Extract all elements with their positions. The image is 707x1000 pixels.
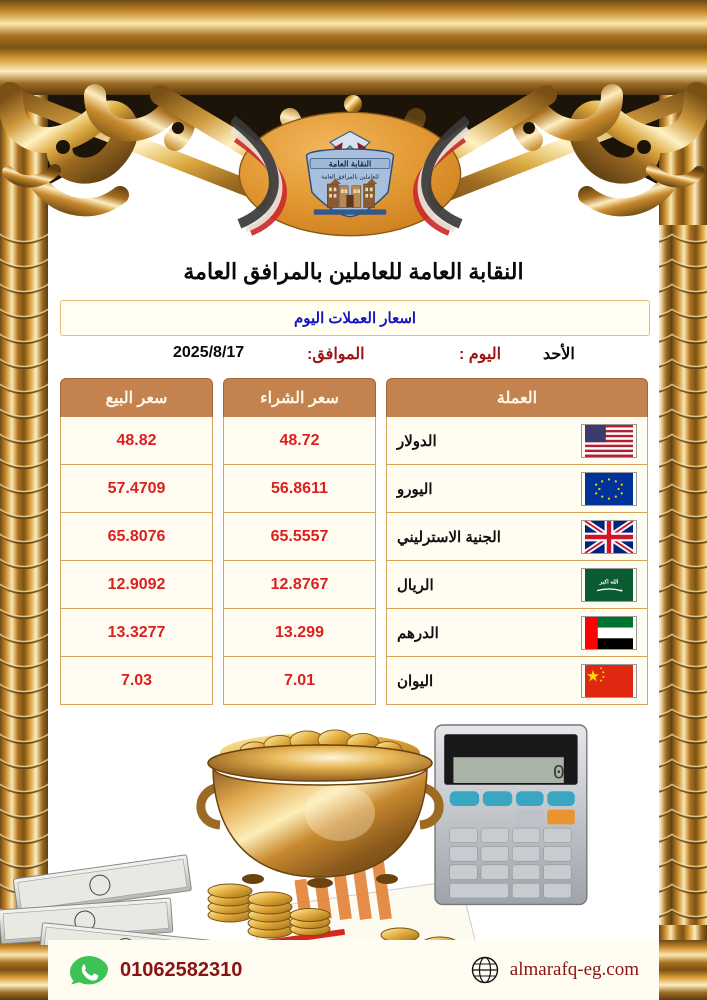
svg-text:النقابة العامة: النقابة العامة bbox=[329, 160, 372, 169]
svg-text:الله اکبر: الله اکبر bbox=[599, 578, 619, 585]
svg-text:للعاملين بالمرافق العامة: للعاملين بالمرافق العامة bbox=[321, 174, 379, 181]
svg-text:0: 0 bbox=[553, 762, 565, 785]
